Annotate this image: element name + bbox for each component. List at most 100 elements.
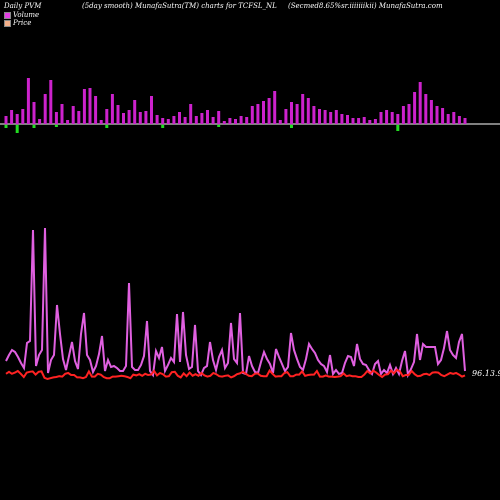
volume-bar-up bbox=[4, 116, 8, 124]
volume-bar-up bbox=[110, 94, 114, 124]
volume-bar-up bbox=[262, 101, 265, 124]
volume-bar-up bbox=[429, 100, 433, 124]
volume-bar-up bbox=[228, 118, 232, 124]
volume-bar-up bbox=[368, 120, 372, 124]
volume-bar-up bbox=[43, 94, 47, 124]
volume-bar-down bbox=[290, 125, 293, 128]
volume-bar-up bbox=[385, 110, 389, 124]
volume-bar-up bbox=[424, 94, 428, 124]
volume-bar-down bbox=[396, 125, 400, 131]
volume-bar-up bbox=[71, 106, 75, 124]
volume-bar-up bbox=[407, 104, 411, 124]
volume-bar-up bbox=[312, 106, 316, 124]
volume-bar-down bbox=[161, 125, 165, 128]
volume-bar-up bbox=[122, 113, 125, 124]
chart-title-mid: (5day smooth) MunafaSutra(TM) charts for… bbox=[82, 2, 277, 10]
volume-bar-up bbox=[418, 82, 422, 124]
volume-bars bbox=[4, 78, 467, 133]
volume-bar-up bbox=[362, 117, 366, 124]
volume-bar-up bbox=[278, 120, 282, 124]
volume-bar-up bbox=[172, 116, 176, 124]
volume-bar-up bbox=[127, 110, 131, 124]
volume-bar-up bbox=[150, 96, 153, 124]
volume-bar-up bbox=[133, 100, 137, 124]
last-price-label: 96.13.99 bbox=[472, 369, 500, 378]
volume-bar-up bbox=[217, 111, 221, 124]
volume-bar-up bbox=[351, 118, 355, 124]
volume-bar-up bbox=[94, 96, 98, 124]
volume-bar-up bbox=[82, 89, 86, 124]
volume-bar-up bbox=[138, 112, 142, 124]
pvm-line bbox=[5, 227, 466, 379]
volume-bar-up bbox=[211, 117, 215, 124]
price-line bbox=[5, 368, 466, 381]
legend-label-volume: Volume bbox=[13, 11, 40, 19]
volume-bar-up bbox=[284, 109, 288, 124]
volume-bar-up bbox=[245, 117, 249, 124]
volume-bar-up bbox=[256, 104, 260, 124]
volume-bar-up bbox=[77, 111, 81, 124]
volume-bar-up bbox=[390, 112, 394, 124]
volume-bar-up bbox=[452, 112, 456, 124]
volume-bar-up bbox=[373, 119, 377, 124]
volume-bar-up bbox=[38, 119, 42, 124]
volume-bar-up bbox=[189, 104, 193, 124]
chart-title-left: Daily PVM bbox=[4, 2, 42, 10]
volume-bar-up bbox=[32, 102, 36, 124]
volume-bar-up bbox=[273, 91, 277, 124]
volume-bar-up bbox=[250, 106, 254, 124]
volume-bar-up bbox=[26, 78, 30, 124]
volume-bar-up bbox=[323, 110, 327, 124]
volume-bar-up bbox=[60, 104, 64, 124]
volume-bar-down bbox=[32, 125, 36, 128]
volume-bar-up bbox=[144, 111, 148, 124]
volume-bar-up bbox=[463, 118, 467, 124]
volume-bar-up bbox=[379, 112, 383, 124]
volume-bar-up bbox=[457, 116, 461, 124]
volume-bar-up bbox=[346, 115, 349, 124]
volume-bar-up bbox=[329, 112, 333, 124]
volume-bar-up bbox=[357, 118, 361, 124]
volume-bar-up bbox=[435, 106, 439, 124]
volume-bar-up bbox=[88, 88, 92, 124]
volume-bar-up bbox=[178, 112, 181, 124]
chart-title-right: (Secmed8.65%sr.iiiiiiikii) MunafaSutra.c… bbox=[288, 2, 443, 10]
volume-bar-up bbox=[396, 114, 400, 124]
volume-bar-up bbox=[49, 80, 53, 124]
legend-item-volume: Volume bbox=[4, 11, 39, 19]
volume-bar-up bbox=[306, 98, 310, 124]
volume-bar-up bbox=[222, 121, 226, 124]
volume-bar-down bbox=[105, 125, 109, 128]
volume-bar-up bbox=[334, 110, 338, 124]
volume-bar-up bbox=[21, 109, 25, 124]
volume-bar-down bbox=[4, 125, 8, 128]
volume-bar-down bbox=[54, 125, 58, 127]
volume-bar-up bbox=[105, 109, 109, 124]
volume-bar-up bbox=[54, 112, 58, 124]
volume-bar-up bbox=[155, 115, 159, 124]
legend: Volume Price bbox=[4, 11, 39, 27]
volume-bar-up bbox=[161, 118, 165, 124]
volume-bar-up bbox=[183, 117, 187, 124]
volume-bar-up bbox=[290, 102, 293, 124]
volume-bar-up bbox=[66, 120, 70, 124]
volume-bar-up bbox=[194, 116, 198, 124]
volume-bar-down bbox=[15, 125, 19, 133]
volume-bar-up bbox=[295, 104, 299, 124]
volume-bar-up bbox=[413, 92, 417, 124]
volume-bar-up bbox=[340, 114, 344, 124]
volume-bar-up bbox=[239, 116, 243, 124]
volume-bar-up bbox=[441, 108, 445, 124]
volume-bar-up bbox=[99, 120, 103, 124]
volume-bar-up bbox=[234, 119, 237, 124]
volume-bar-up bbox=[116, 105, 120, 124]
volume-bar-up bbox=[318, 109, 321, 124]
volume-bar-up bbox=[206, 110, 209, 124]
volume-bar-up bbox=[200, 113, 204, 124]
legend-item-price: Price bbox=[4, 19, 39, 27]
legend-swatch-volume bbox=[4, 11, 11, 19]
volume-bar-up bbox=[166, 119, 170, 124]
volume-bar-up bbox=[301, 94, 305, 124]
